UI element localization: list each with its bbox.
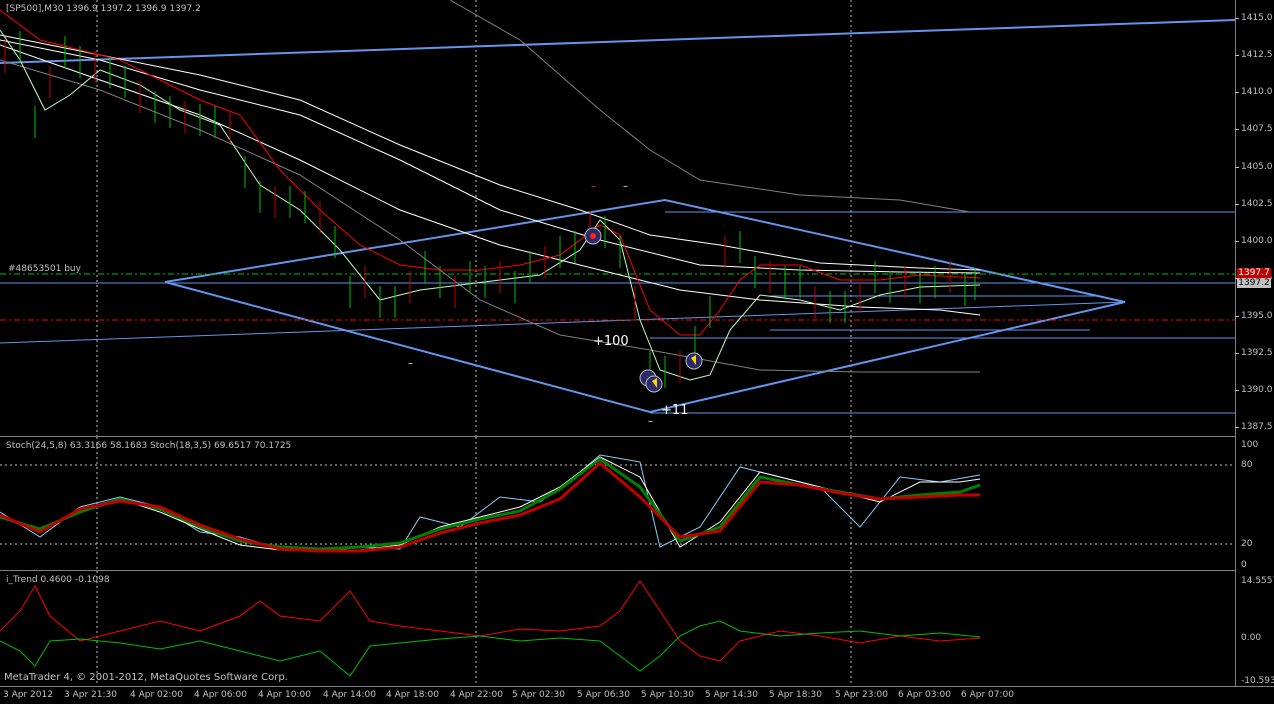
time-axis[interactable] — [0, 686, 1274, 704]
time-label: 4 Apr 10:00 — [258, 690, 311, 700]
trend-level-zero: 0.00 — [1241, 633, 1262, 643]
time-label: 5 Apr 02:30 — [512, 690, 565, 700]
price-tick — [1235, 55, 1239, 56]
itrend-header: i_Trend 0.4600 -0.1098 — [6, 575, 110, 585]
lower-trendline — [0, 301, 1126, 344]
pane-divider-2[interactable] — [0, 570, 1274, 571]
close-marker-icon — [645, 375, 663, 393]
trend-level-max: 14.5557 — [1241, 576, 1274, 586]
time-label: 5 Apr 10:30 — [641, 690, 694, 700]
price-label: 1400.0 — [1241, 236, 1273, 246]
stoch-level-100: 100 — [1241, 440, 1259, 450]
annotation-minus-b: – — [648, 416, 653, 427]
price-tick — [1235, 353, 1239, 354]
trend-lines — [0, 580, 981, 677]
itrend-svg — [0, 571, 981, 686]
copyright-text: MetaTrader 4, © 2001-2012, MetaQuotes So… — [4, 672, 288, 683]
price-tick — [1235, 129, 1239, 130]
stoch-level-0: 0 — [1241, 560, 1247, 570]
time-label: 6 Apr 03:00 — [898, 690, 951, 700]
trend-level-min: -10.5931 — [1241, 676, 1274, 686]
stoch-level-80: 80 — [1241, 460, 1253, 470]
price-label: 1405.0 — [1241, 162, 1273, 172]
price-label: 1390.0 — [1241, 385, 1273, 395]
pane-divider-1[interactable] — [0, 436, 1274, 437]
horizontal-lines[interactable] — [0, 211, 1235, 414]
price-label: 1395.0 — [1241, 311, 1273, 321]
trade-markers[interactable] — [584, 227, 703, 393]
itrend-pane[interactable]: i_Trend 0.4600 -0.1098 — [0, 571, 1274, 686]
price-tick — [1235, 241, 1239, 242]
trend-grid — [96, 571, 852, 686]
price-label: 1410.0 — [1241, 87, 1273, 97]
annotation-plus11: +11 — [661, 403, 689, 418]
price-tick — [1235, 18, 1239, 19]
moving-averages — [0, 0, 981, 381]
price-label: 1412.5 — [1241, 50, 1273, 60]
price-tick — [1235, 427, 1239, 428]
time-label: 5 Apr 14:30 — [705, 690, 758, 700]
order-label: #48653501 buy — [8, 264, 81, 274]
price-axis[interactable] — [1235, 0, 1274, 686]
price-chart-svg — [0, 0, 1236, 436]
time-label: 5 Apr 23:00 — [835, 690, 888, 700]
stochastic-pane[interactable]: Stoch(24,5,8) 63.3166 58.1683 Stoch(18,3… — [0, 437, 1274, 570]
trendlines[interactable] — [0, 19, 1236, 414]
upper-trendline — [0, 19, 1236, 64]
price-chart-pane[interactable]: [SP500],M30 1396.9 1397.2 1396.9 1397.2 … — [0, 0, 1274, 436]
time-label: 4 Apr 22:00 — [450, 690, 503, 700]
stoch-lines — [0, 454, 981, 553]
stoch-level-20: 20 — [1241, 539, 1253, 549]
time-label: 5 Apr 18:30 — [769, 690, 822, 700]
price-label: 1402.5 — [1241, 199, 1273, 209]
price-tick — [1235, 167, 1239, 168]
vertical-grid — [96, 0, 852, 436]
stoch-grid — [0, 437, 1235, 570]
price-tick — [1235, 204, 1239, 205]
price-tick — [1235, 92, 1239, 93]
time-label: 4 Apr 06:00 — [194, 690, 247, 700]
candles — [4, 31, 976, 388]
price-label: 1387.5 — [1241, 422, 1273, 432]
chart-symbol-header: [SP500],M30 1396.9 1397.2 1396.9 1397.2 — [6, 4, 201, 14]
time-label: 3 Apr 2012 — [3, 690, 53, 700]
time-label: 4 Apr 14:00 — [323, 690, 376, 700]
price-label: 1415.0 — [1241, 13, 1273, 23]
price-label: 1407.5 — [1241, 124, 1273, 134]
annotation-minus-d: – — [591, 181, 596, 192]
stoch-header: Stoch(24,5,8) 63.3166 58.1683 Stoch(18,3… — [6, 441, 292, 451]
time-label: 4 Apr 02:00 — [130, 690, 183, 700]
price-tick — [1235, 390, 1239, 391]
time-label: 4 Apr 18:00 — [386, 690, 439, 700]
annotation-minus-a: – — [408, 358, 413, 369]
stochastic-svg — [0, 437, 1235, 570]
price-label: 1392.5 — [1241, 348, 1273, 358]
annotation-minus-c: – — [623, 181, 628, 192]
time-label: 6 Apr 07:00 — [961, 690, 1014, 700]
price-tick — [1235, 316, 1239, 317]
annotation-plus100: +100 — [593, 334, 629, 349]
time-label: 5 Apr 06:30 — [577, 690, 630, 700]
bid-price-tag: 1397.2 — [1237, 278, 1271, 288]
ask-price-tag: 1397.7 — [1237, 268, 1271, 278]
time-label: 3 Apr 21:30 — [64, 690, 117, 700]
